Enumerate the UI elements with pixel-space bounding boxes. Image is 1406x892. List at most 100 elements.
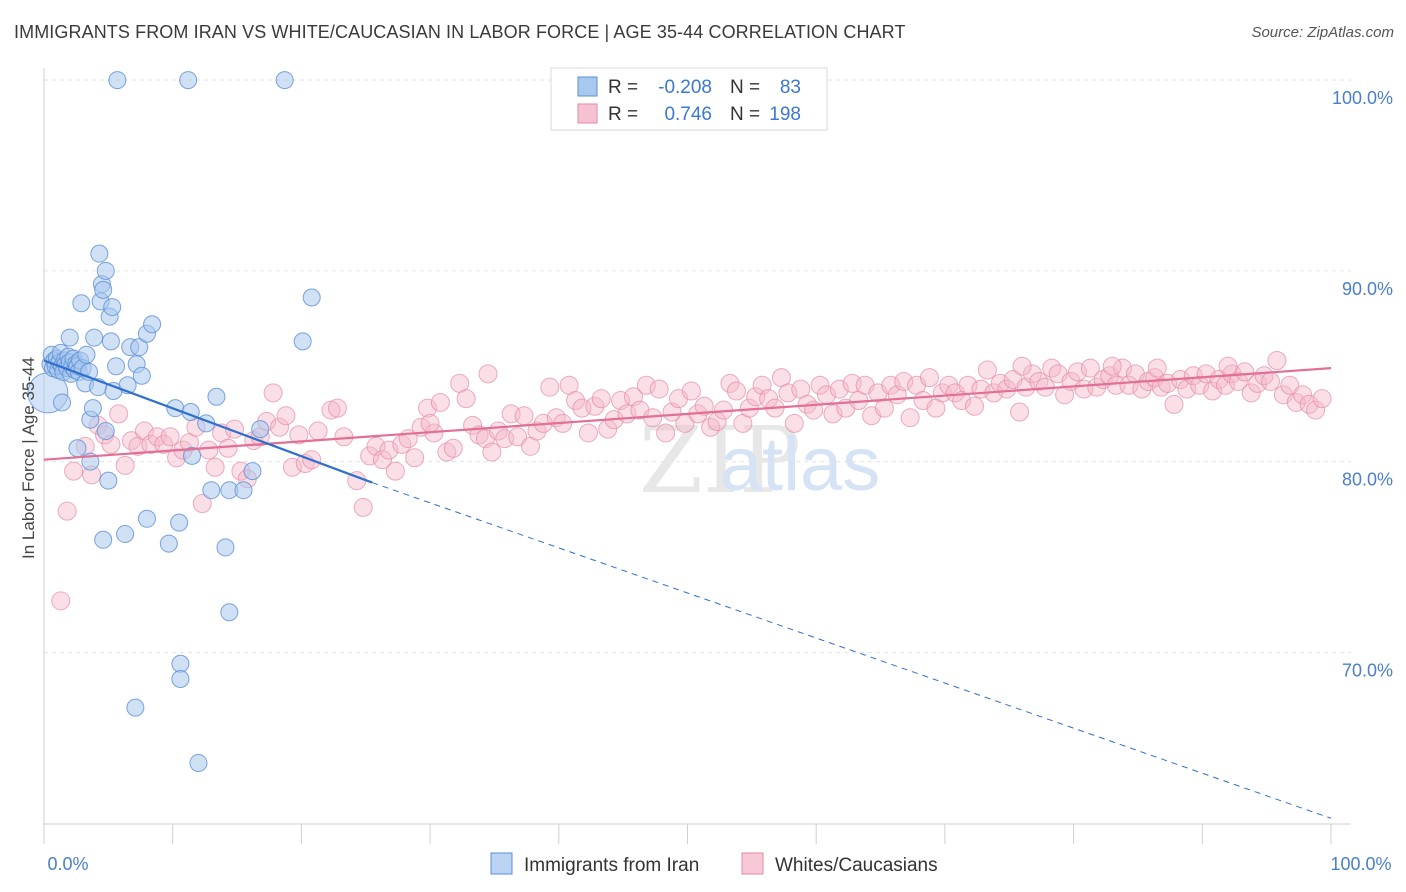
- legend-r-value-2: 0.746: [664, 104, 712, 125]
- point-whites: [823, 404, 843, 424]
- point-whites: [263, 383, 283, 403]
- point-whites: [1293, 385, 1313, 405]
- legend-n-value-1: 83: [780, 77, 801, 98]
- point-whites: [1119, 375, 1139, 395]
- point-iran: [94, 530, 113, 549]
- series-whites-points: [51, 350, 1332, 611]
- point-whites: [420, 413, 440, 433]
- point-whites: [270, 417, 290, 437]
- point-whites: [1087, 377, 1107, 397]
- point-iran: [116, 525, 135, 544]
- point-iran: [171, 670, 190, 689]
- point-whites: [308, 421, 328, 441]
- point-iran: [103, 298, 122, 317]
- point-iran: [60, 328, 79, 347]
- point-whites: [829, 379, 849, 399]
- point-whites: [1312, 389, 1332, 409]
- point-whites: [810, 375, 830, 395]
- point-whites: [109, 404, 129, 424]
- watermark-atlas: atlas: [720, 422, 881, 507]
- point-iran: [171, 654, 190, 673]
- y-axis-label: In Labor Force | Age 35-44: [19, 357, 38, 559]
- point-whites: [1012, 356, 1032, 376]
- point-whites: [372, 450, 392, 470]
- point-whites: [334, 427, 354, 447]
- point-iran: [275, 71, 294, 90]
- point-whites: [57, 501, 77, 521]
- point-whites: [997, 379, 1017, 399]
- point-whites: [965, 396, 985, 416]
- point-whites: [514, 406, 534, 426]
- point-whites: [1010, 402, 1030, 422]
- y-tick-label: 100.0%: [1332, 88, 1393, 108]
- point-iran: [234, 481, 253, 500]
- point-iran: [101, 332, 120, 351]
- legend-swatch-iran: [577, 76, 598, 97]
- point-whites: [147, 427, 167, 447]
- point-whites: [443, 438, 463, 458]
- point-iran: [202, 481, 221, 500]
- point-iran: [85, 328, 104, 347]
- point-whites: [578, 423, 598, 443]
- point-iran: [90, 244, 109, 263]
- point-whites: [1267, 350, 1287, 370]
- point-whites: [649, 379, 669, 399]
- point-whites: [1241, 383, 1261, 403]
- legend-r-label-2: R =: [608, 104, 638, 125]
- point-whites: [385, 461, 405, 481]
- legend-swatch-whites: [577, 103, 598, 124]
- watermark-zip: ZIP: [639, 407, 801, 514]
- grid-lines: [44, 79, 1351, 653]
- point-whites: [681, 381, 701, 401]
- point-whites: [1218, 356, 1238, 376]
- point-iran: [302, 288, 321, 307]
- point-whites: [527, 421, 547, 441]
- point-whites: [1261, 371, 1281, 391]
- point-whites: [192, 494, 212, 514]
- point-iran: [216, 538, 235, 557]
- point-iran: [108, 71, 127, 90]
- point-iran: [179, 71, 198, 90]
- point-whites: [418, 398, 438, 418]
- point-whites: [276, 406, 296, 426]
- point-whites: [656, 423, 676, 443]
- point-whites: [205, 457, 225, 477]
- point-whites: [1228, 371, 1248, 391]
- correlation-legend: R = -0.208 N = 83 R = 0.746 N = 198: [550, 67, 828, 131]
- point-whites: [160, 427, 180, 447]
- x-tick-label: 0.0%: [47, 854, 88, 874]
- point-iran: [143, 315, 162, 334]
- point-whites: [482, 442, 502, 462]
- point-whites: [379, 440, 399, 460]
- point-whites: [566, 391, 586, 411]
- point-whites: [289, 425, 309, 445]
- point-iran: [96, 422, 115, 441]
- point-whites: [900, 408, 920, 428]
- bottom-legend-swatch-whites: [741, 852, 764, 875]
- point-whites: [430, 392, 450, 412]
- point-iran: [132, 366, 151, 385]
- x-tick-label: 100.0%: [1330, 854, 1391, 874]
- point-whites: [1280, 375, 1300, 395]
- point-iran: [83, 399, 102, 418]
- point-whites: [1164, 394, 1184, 414]
- point-whites: [199, 440, 219, 460]
- point-whites: [282, 457, 302, 477]
- point-whites: [1147, 358, 1167, 378]
- point-iran: [130, 338, 149, 357]
- point-whites: [1102, 356, 1122, 376]
- point-iran: [159, 534, 178, 553]
- point-whites: [115, 455, 135, 475]
- point-iran: [107, 357, 126, 376]
- point-whites: [478, 364, 498, 384]
- point-whites: [932, 383, 952, 403]
- point-whites: [977, 360, 997, 380]
- point-iran: [77, 345, 96, 364]
- point-iran: [243, 462, 262, 481]
- series-legend: Immigrants from Iran Whites/Caucasians: [490, 852, 938, 876]
- point-iran: [53, 393, 72, 412]
- y-tick-label: 80.0%: [1342, 470, 1393, 490]
- point-whites: [1106, 375, 1126, 395]
- point-whites: [218, 438, 238, 458]
- legend-n-value-2: 198: [769, 104, 801, 125]
